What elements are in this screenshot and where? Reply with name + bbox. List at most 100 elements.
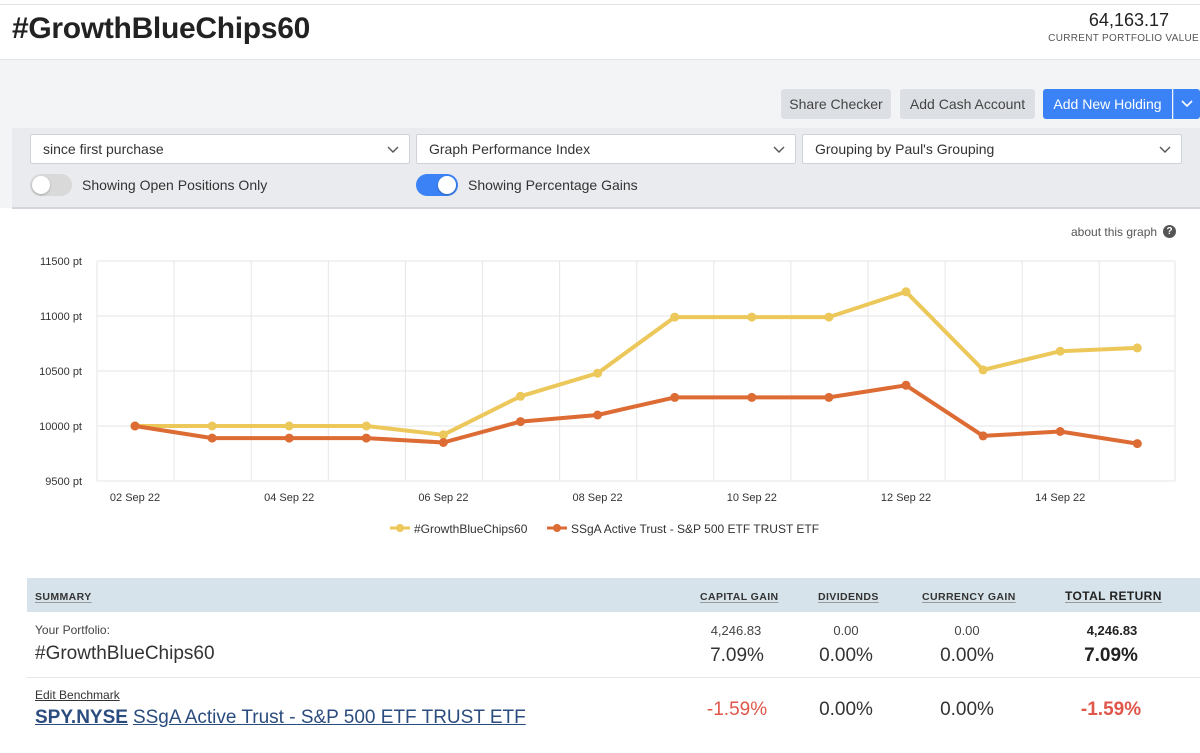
data-point-benchmark: [438, 438, 448, 447]
dividends-pct: 0.00%: [819, 645, 873, 666]
percentage-gains-label: Showing Percentage Gains: [468, 177, 638, 193]
portfolio-value-label: CURRENT PORTFOLIO VALUE: [1048, 33, 1199, 44]
benchmark-dividends-pct: 0.00%: [819, 699, 873, 720]
x-tick-label: 04 Sep 22: [264, 492, 314, 504]
x-tick-label: 08 Sep 22: [573, 492, 623, 504]
y-tick-label: 11000 pt: [40, 311, 82, 323]
add-new-holding-button[interactable]: Add New Holding: [1043, 89, 1172, 119]
chevron-down-icon: [387, 146, 399, 153]
open-positions-label: Showing Open Positions Only: [82, 177, 268, 193]
legend-marker-portfolio: [390, 524, 410, 532]
benchmark-ticker-link[interactable]: SPY.NYSE: [35, 707, 128, 728]
data-point-portfolio: [438, 430, 448, 440]
legend-marker-benchmark: [547, 524, 567, 532]
data-point-benchmark: [593, 410, 603, 420]
your-portfolio-label: Your Portfolio:: [35, 623, 110, 637]
data-point-benchmark: [670, 392, 680, 402]
performance-chart: 9500 pt 10000 pt 10500 pt 11000 pt 11500 pt 0…: [39, 256, 1176, 504]
chevron-down-icon: [1159, 146, 1171, 153]
data-point-benchmark: [901, 380, 911, 390]
data-point-portfolio: [284, 421, 294, 431]
data-point-benchmark: [824, 392, 834, 402]
edit-benchmark-link[interactable]: Edit Benchmark: [35, 688, 120, 702]
chevron-down-icon: [773, 146, 785, 153]
toggle-knob: [32, 176, 50, 194]
toggle-knob: [438, 176, 456, 194]
percentage-gains-toggle[interactable]: [416, 174, 458, 196]
period-select-value: since first purchase: [43, 141, 164, 157]
total-return-amount: 4,246.83: [1086, 623, 1138, 638]
data-point-benchmark: [130, 421, 140, 431]
data-point-portfolio: [670, 312, 680, 322]
legend-label-benchmark: SSgA Active Trust - S&P 500 ETF TRUST ET…: [571, 522, 820, 536]
data-point-benchmark: [747, 392, 757, 402]
total-return-pct: 7.09%: [1084, 645, 1138, 666]
data-point-benchmark: [284, 433, 294, 443]
data-point-benchmark: [1055, 427, 1065, 436]
data-point-portfolio: [901, 287, 911, 297]
portfolio-value: 64,163.17: [1088, 10, 1169, 30]
benchmark-name: SPY.NYSE SSgA Active Trust - S&P 500 ETF …: [35, 707, 526, 729]
about-graph-link[interactable]: about this graph: [1071, 225, 1158, 239]
data-point-portfolio: [978, 365, 988, 375]
chevron-down-icon: [1181, 100, 1193, 108]
total-return-header[interactable]: TOTAL RETURN: [1065, 589, 1162, 603]
top-divider: [0, 4, 1200, 5]
portfolio-row-name: #GrowthBlueChips60: [35, 643, 215, 664]
add-holding-dropdown-button[interactable]: [1173, 89, 1200, 119]
open-positions-toggle[interactable]: [30, 174, 72, 196]
header-divider: [0, 59, 1200, 60]
graph-type-select[interactable]: Graph Performance Index: [416, 134, 796, 164]
dividends-amount: 0.00: [833, 623, 859, 638]
data-point-benchmark: [361, 433, 371, 443]
series-line-portfolio: [133, 289, 1140, 437]
summary-header-label: SUMMARY: [35, 591, 92, 603]
benchmark-capital-gain-pct: -1.59%: [706, 699, 768, 720]
currency-gain-pct: 0.00%: [940, 645, 994, 666]
share-checker-button[interactable]: Share Checker: [781, 89, 891, 119]
grouping-select-value: Grouping by Paul's Grouping: [815, 141, 995, 157]
summary-header: [27, 578, 1200, 612]
data-point-portfolio: [747, 312, 757, 322]
x-tick-label: 14 Sep 22: [1035, 492, 1085, 504]
data-point-portfolio: [207, 421, 217, 431]
data-point-benchmark: [207, 433, 217, 443]
add-cash-account-button[interactable]: Add Cash Account: [900, 89, 1035, 119]
data-point-portfolio: [361, 421, 371, 431]
period-select[interactable]: since first purchase: [30, 134, 410, 164]
data-point-benchmark: [1132, 439, 1142, 449]
row-divider: [27, 677, 1200, 678]
benchmark-name-link[interactable]: SSgA Active Trust - S&P 500 ETF TRUST ET…: [132, 707, 526, 728]
graph-type-select-value: Graph Performance Index: [429, 141, 591, 157]
benchmark-total-return-pct: -1.59%: [1080, 699, 1142, 720]
x-tick-label: 12 Sep 22: [881, 492, 931, 504]
controls-divider: [12, 207, 1200, 209]
y-tick-label: 10000 pt: [39, 421, 82, 433]
grouping-select[interactable]: Grouping by Paul's Grouping: [802, 134, 1182, 164]
currency-gain-header[interactable]: CURRENCY GAIN: [922, 591, 1016, 603]
legend-label-portfolio: #GrowthBlueChips60: [414, 522, 528, 536]
x-tick-label: 10 Sep 22: [727, 492, 777, 504]
data-point-portfolio: [1132, 343, 1142, 353]
portfolio-title: #GrowthBlueChips60: [12, 12, 310, 45]
portfolio-value-box: 64,163.17 CURRENT PORTFOLIO VALUE: [1018, 10, 1199, 44]
series-line-benchmark: [133, 383, 1140, 446]
y-tick-label: 9500 pt: [45, 476, 82, 488]
data-point-portfolio: [516, 391, 525, 401]
capital-gain-header[interactable]: CAPITAL GAIN: [700, 591, 779, 603]
dividends-header[interactable]: DIVIDENDS: [818, 591, 879, 603]
data-point-portfolio: [824, 312, 834, 322]
y-tick-label: 10500 pt: [39, 366, 82, 378]
data-point-portfolio: [1055, 346, 1065, 356]
data-point-portfolio: [593, 368, 603, 378]
currency-gain-amount: 0.00: [954, 623, 980, 638]
capital-gain-pct: 7.09%: [710, 645, 764, 666]
data-point-benchmark: [978, 431, 988, 441]
capital-gain-amount: 4,246.83: [710, 623, 762, 638]
x-tick-label: 02 Sep 22: [110, 492, 160, 504]
x-tick-label: 06 Sep 22: [418, 492, 468, 504]
y-tick-label: 11500 pt: [40, 256, 82, 268]
data-point-benchmark: [516, 417, 525, 427]
benchmark-currency-gain-pct: 0.00%: [940, 699, 994, 720]
help-icon[interactable]: ?: [1163, 225, 1176, 238]
